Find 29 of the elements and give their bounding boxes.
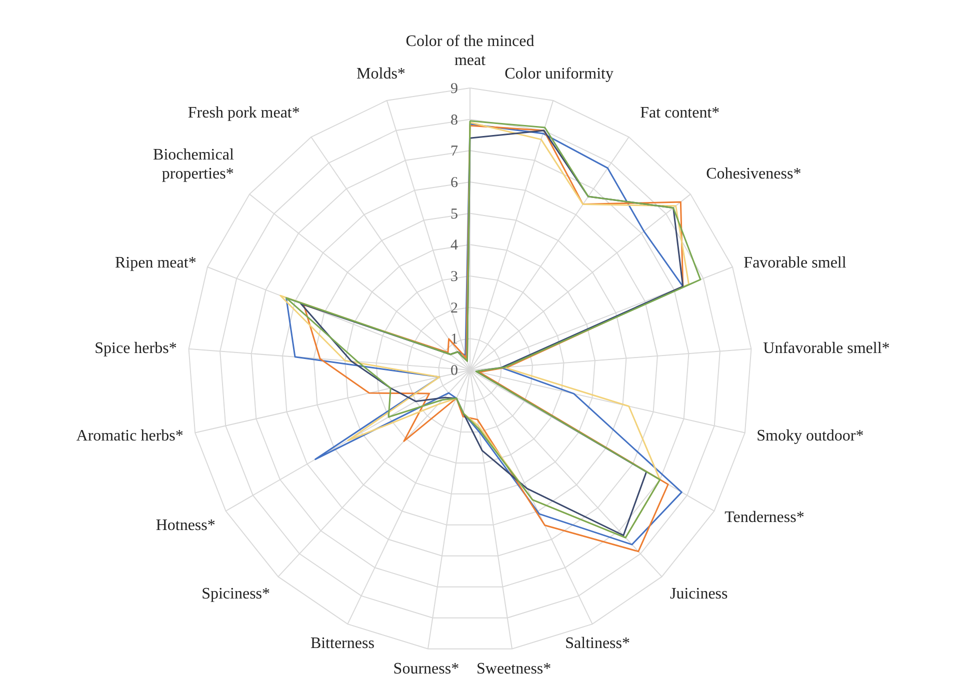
spoke-label: Color uniformity: [504, 65, 614, 82]
spoke-label: Favorable smell: [744, 254, 847, 272]
y-tick-label: 4: [450, 238, 458, 254]
spoke-label: Bitterness: [310, 634, 374, 652]
y-tick-label: 0: [450, 363, 458, 379]
spoke-label: Cohesiveness*: [706, 166, 802, 183]
spoke-label: Spice herbs*: [94, 340, 177, 358]
y-tick-label: 9: [450, 81, 458, 97]
y-tick-label: 5: [450, 206, 458, 222]
y-tick-label: 3: [450, 269, 458, 285]
spoke-label: Fresh pork meat*: [188, 104, 300, 122]
spoke-label: Hotness*: [156, 517, 216, 534]
spoke-label: Sourness*: [393, 660, 460, 678]
y-tick-label: 7: [450, 144, 458, 160]
spoke-label: Juiciness: [670, 586, 728, 603]
spoke-label: Molds*: [356, 65, 406, 82]
spoke-label: Unfavorable smell*: [763, 340, 890, 358]
spoke-label: Smoky outdoor*: [756, 427, 864, 444]
y-tick-label: 8: [450, 112, 458, 128]
spoke-label: Sweetness*: [476, 660, 552, 678]
spoke-label: Aromatic herbs*: [76, 427, 184, 444]
spoke-label: Tenderness*: [724, 509, 804, 526]
spoke-label: Ripen meat*: [115, 254, 196, 272]
spoke-label: Fat content*: [640, 104, 720, 122]
spoke-label: Biochemical properties*: [153, 146, 234, 183]
y-tick-label: 6: [450, 175, 458, 191]
spoke-label: Spiciness*: [202, 586, 270, 603]
spoke-label: Saltiness*: [565, 634, 630, 652]
y-tick-label: 2: [450, 300, 458, 316]
